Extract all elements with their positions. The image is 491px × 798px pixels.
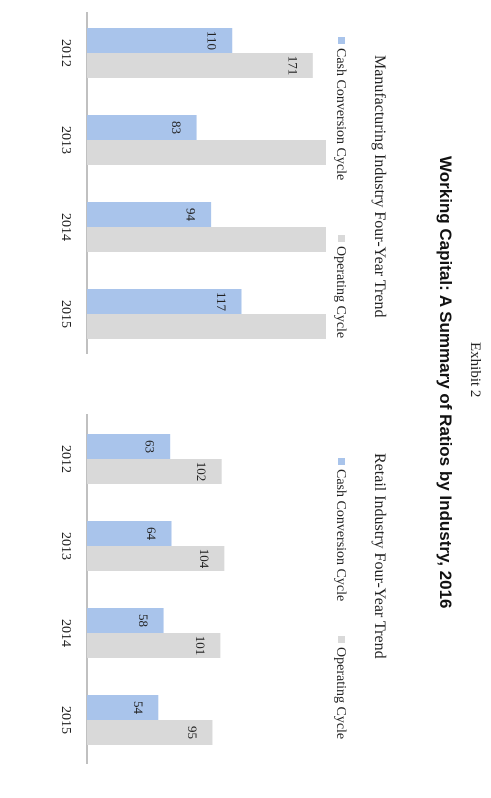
data-label-cash-conversion: 64 bbox=[144, 527, 159, 541]
data-label-operating: 101 bbox=[193, 636, 208, 656]
bar-operating bbox=[87, 140, 326, 165]
legend-item-cash-conversion: Cash Conversion Cycle bbox=[332, 37, 348, 180]
exhibit-label: Exhibit 2 bbox=[467, 342, 483, 398]
bar-operating bbox=[87, 459, 222, 484]
manufacturing-panel-title: Manufacturing Industry Four-Year Trend bbox=[371, 55, 388, 318]
data-label-cash-conversion: 63 bbox=[143, 440, 158, 453]
legend-item-operating: Operating Cycle bbox=[332, 636, 348, 739]
bar-cash-conversion bbox=[87, 202, 212, 227]
bar-cash-conversion bbox=[87, 608, 164, 633]
data-label-operating: 104 bbox=[197, 549, 212, 569]
bar-operating bbox=[87, 633, 221, 658]
category-label: 2012 bbox=[58, 39, 73, 67]
retail-panel-title: Retail Industry Four-Year Trend bbox=[371, 453, 388, 659]
data-label-cash-conversion: 94 bbox=[184, 208, 199, 222]
bar-operating bbox=[87, 227, 326, 252]
bar-operating bbox=[87, 53, 313, 78]
data-label-cash-conversion: 110 bbox=[205, 31, 220, 50]
data-label-cash-conversion: 83 bbox=[169, 121, 184, 134]
legend-swatch-cash-conversion bbox=[338, 37, 345, 44]
category-label: 2015 bbox=[58, 300, 73, 328]
category-label: 2015 bbox=[58, 706, 73, 734]
bar-operating bbox=[87, 546, 225, 571]
legend-label-operating: Operating Cycle bbox=[333, 246, 348, 339]
legend-swatch-operating bbox=[338, 636, 345, 643]
data-label-operating: 171 bbox=[285, 56, 300, 76]
bar-operating bbox=[87, 720, 213, 745]
bar-operating bbox=[87, 314, 326, 339]
category-label: 2014 bbox=[58, 213, 73, 241]
bar-cash-conversion bbox=[87, 115, 197, 140]
legend-item-operating: Operating Cycle bbox=[332, 235, 348, 338]
legend-item-cash-conversion: Cash Conversion Cycle bbox=[332, 458, 348, 601]
data-label-operating: 95 bbox=[185, 726, 200, 739]
data-label-operating: 102 bbox=[194, 462, 209, 482]
data-label-cash-conversion: 117 bbox=[214, 292, 229, 312]
legend-label-cash-conversion: Cash Conversion Cycle bbox=[333, 48, 348, 181]
bar-cash-conversion bbox=[87, 434, 171, 459]
bar-cash-conversion bbox=[87, 28, 233, 53]
category-label: 2013 bbox=[58, 532, 73, 560]
data-label-cash-conversion: 58 bbox=[136, 614, 151, 627]
category-label: 2014 bbox=[58, 619, 73, 647]
legend-label-cash-conversion: Cash Conversion Cycle bbox=[333, 469, 348, 602]
data-label-cash-conversion: 54 bbox=[131, 701, 146, 715]
bar-cash-conversion bbox=[87, 521, 172, 546]
category-label: 2012 bbox=[58, 445, 73, 473]
legend-label-operating: Operating Cycle bbox=[333, 647, 348, 740]
legend-swatch-cash-conversion bbox=[338, 458, 345, 465]
bar-cash-conversion bbox=[87, 289, 242, 314]
legend-swatch-operating bbox=[338, 235, 345, 242]
category-label: 2013 bbox=[58, 126, 73, 154]
chart-title: Working Capital: A Summary of Ratios by … bbox=[436, 156, 455, 609]
bar-cash-conversion bbox=[87, 695, 159, 720]
